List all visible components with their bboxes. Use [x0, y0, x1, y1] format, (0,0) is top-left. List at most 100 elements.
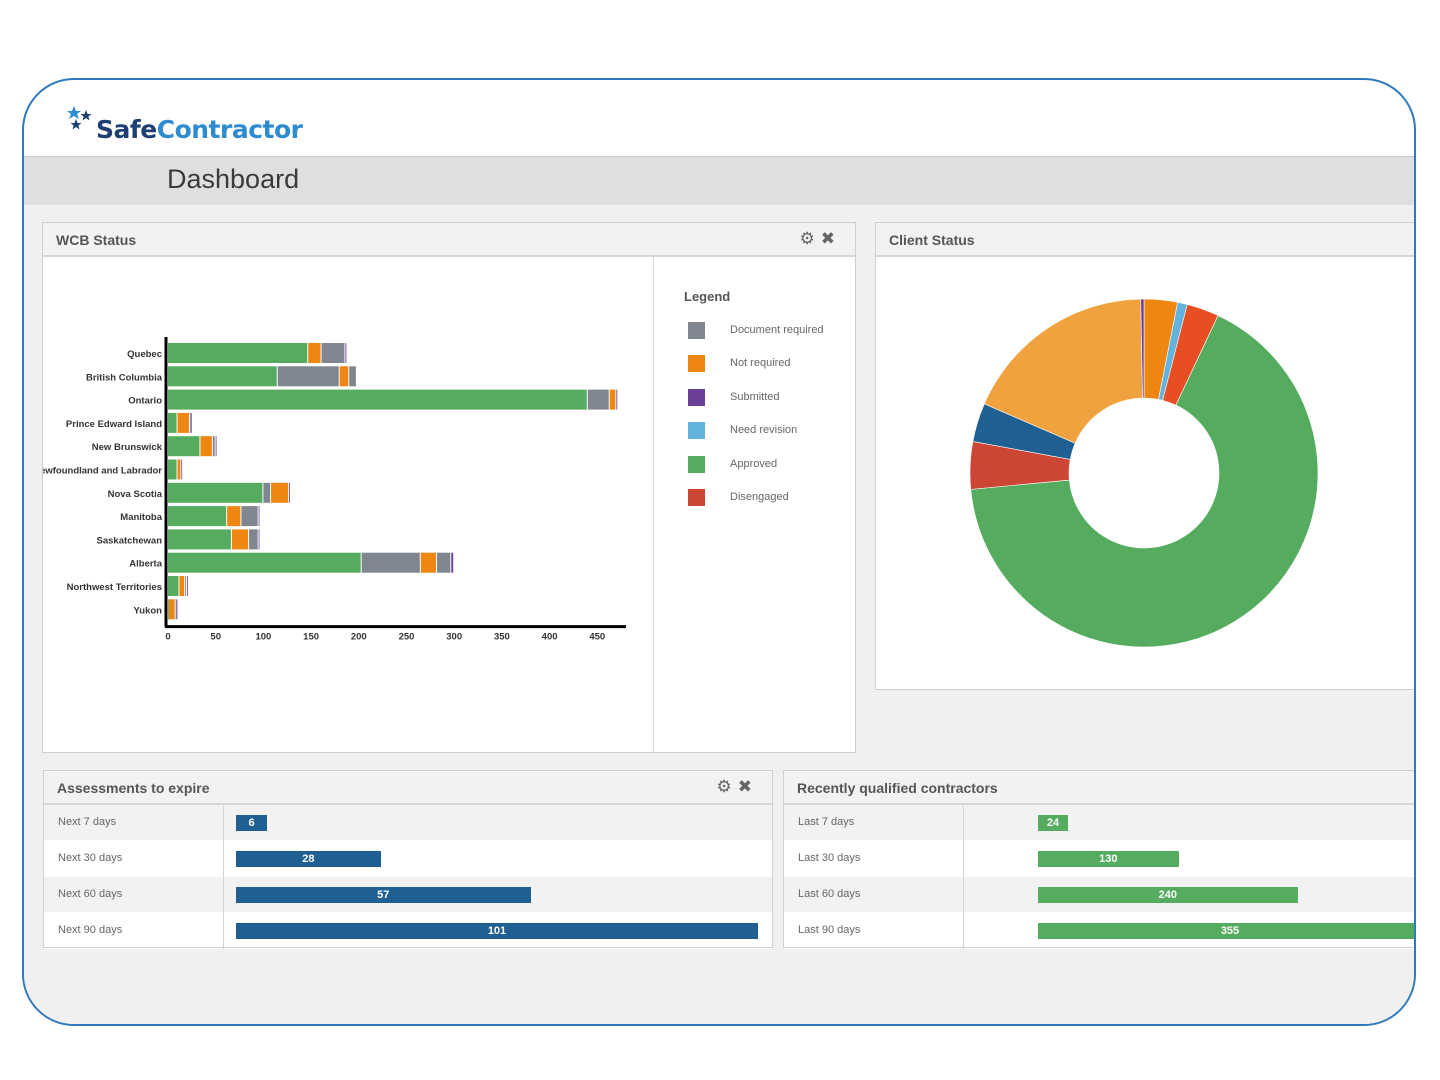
close-icon[interactable]: ✖	[737, 777, 758, 796]
client-panel-header: Client Status	[876, 223, 1414, 257]
category-label: Quebec	[127, 349, 162, 360]
bar-segment[interactable]	[168, 576, 179, 596]
donut-slice[interactable]	[970, 315, 1319, 648]
wcb-panel-tools: ⚙✖	[800, 229, 842, 249]
value-bar[interactable]: 355	[1038, 923, 1414, 939]
bar-segment[interactable]	[349, 366, 356, 387]
legend-title: Legend	[684, 289, 731, 304]
bar-segment[interactable]	[168, 529, 231, 550]
bar-segment[interactable]	[168, 599, 169, 620]
bar-segment[interactable]	[361, 552, 420, 573]
value-bar[interactable]: 240	[1038, 887, 1298, 903]
bar-segment[interactable]	[231, 529, 249, 550]
bar-segment[interactable]	[168, 436, 200, 457]
star-cluster-icon	[67, 106, 92, 130]
logo[interactable]: SafeContractor	[64, 94, 303, 144]
bar-segment[interactable]	[212, 436, 215, 457]
bar-segment[interactable]	[616, 389, 618, 410]
table-row: Last 7 days 24	[784, 805, 1414, 841]
brand-contractor: Contractor	[156, 115, 303, 144]
bar-segment[interactable]	[168, 343, 308, 363]
bar-segment[interactable]	[339, 366, 349, 387]
category-label: Yukon	[133, 605, 162, 616]
gear-icon[interactable]: ⚙	[799, 229, 821, 248]
dashboard-workspace: WCB Status ⚙✖ Quebec British Columbia Onta…	[24, 205, 1414, 1024]
app-frame: SafeContractor Dashboard WCB Status ⚙✖ Q…	[22, 78, 1416, 1026]
bar-segment[interactable]	[181, 459, 183, 480]
bar-segment[interactable]	[249, 529, 258, 550]
wcb-panel-header: WCB Status ⚙✖	[43, 223, 855, 257]
donut-slice[interactable]	[1140, 298, 1145, 399]
gear-icon[interactable]: ⚙	[716, 777, 738, 796]
bar-segment[interactable]	[190, 412, 192, 433]
bar-segment[interactable]	[258, 506, 260, 527]
bar-segment[interactable]	[227, 506, 241, 527]
table-row: Last 90 days 355	[784, 913, 1414, 949]
bar-segment[interactable]	[168, 389, 587, 410]
bar-segment[interactable]	[179, 576, 185, 596]
bar-segment[interactable]	[175, 599, 177, 620]
donut-slice[interactable]	[983, 298, 1143, 444]
bar-segment[interactable]	[168, 412, 177, 433]
table-row: Last 30 days 130	[784, 841, 1414, 877]
legend-swatch	[688, 322, 705, 339]
bar-segment[interactable]	[185, 576, 187, 596]
category-label: British Columbia	[86, 372, 163, 383]
bar-segment[interactable]	[176, 599, 178, 620]
bar-segment[interactable]	[277, 366, 339, 387]
row-label: Last 30 days	[798, 852, 861, 864]
bar-segment[interactable]	[451, 552, 454, 573]
column-divider	[963, 841, 964, 877]
recent-bar-table: Last 7 days 24 Last 30 days 130 Last 60 days…	[784, 805, 1414, 949]
bar-segment[interactable]	[241, 506, 258, 527]
category-label: Newfoundland and Labrador	[43, 466, 162, 477]
bar-segment[interactable]	[168, 506, 227, 527]
category-label: Northwest Territories	[67, 582, 162, 593]
bar-segment[interactable]	[289, 482, 290, 503]
value-bar[interactable]: 24	[1038, 815, 1068, 831]
bar-segment[interactable]	[308, 343, 321, 363]
row-label: Next 60 days	[58, 888, 123, 900]
column-divider	[963, 805, 964, 841]
bar-segment[interactable]	[345, 343, 347, 363]
category-label: Saskatchewan	[97, 535, 163, 546]
bar-segment[interactable]	[321, 343, 345, 363]
bar-segment[interactable]	[168, 459, 177, 480]
bar-segment[interactable]	[609, 389, 616, 410]
value-bar[interactable]: 28	[236, 851, 381, 867]
bar-segment[interactable]	[177, 459, 181, 480]
bar-segment[interactable]	[189, 412, 191, 433]
bar-segment[interactable]	[437, 552, 451, 573]
bar-segment[interactable]	[168, 482, 263, 503]
table-row: Next 90 days 101	[44, 913, 772, 949]
legend-label: Approved	[730, 458, 778, 470]
x-tick-label: 450	[589, 632, 605, 643]
bar-segment[interactable]	[168, 599, 175, 620]
bar-segment[interactable]	[420, 552, 437, 573]
wcb-bar-chart: Quebec British Columbia Ontario Prince Edwa…	[43, 337, 626, 643]
x-tick-label: 200	[351, 632, 367, 643]
value-bar[interactable]: 130	[1038, 851, 1179, 867]
value-bar[interactable]: 57	[236, 887, 531, 903]
bar-segment[interactable]	[177, 412, 189, 433]
value-bar[interactable]: 6	[236, 815, 267, 831]
client-panel-title: Client Status	[889, 232, 975, 248]
column-divider	[223, 841, 224, 877]
column-divider	[963, 877, 964, 913]
bar-segment[interactable]	[258, 529, 260, 550]
client-status-panel: Client Status	[875, 222, 1414, 690]
row-label: Next 90 days	[58, 924, 123, 936]
bar-segment[interactable]	[587, 389, 609, 410]
bar-segment[interactable]	[271, 482, 289, 503]
bar-segment[interactable]	[168, 552, 361, 573]
table-row: Next 30 days 28	[44, 841, 772, 877]
bar-segment[interactable]	[200, 436, 212, 457]
bar-segment[interactable]	[263, 482, 271, 503]
x-tick-label: 150	[303, 632, 319, 643]
bar-segment[interactable]	[215, 436, 217, 457]
value-bar[interactable]: 101	[236, 923, 758, 939]
bar-segment[interactable]	[187, 576, 188, 596]
close-icon[interactable]: ✖	[820, 229, 841, 248]
bar-segment[interactable]	[168, 366, 277, 387]
legend-label: Disengaged	[730, 491, 789, 503]
